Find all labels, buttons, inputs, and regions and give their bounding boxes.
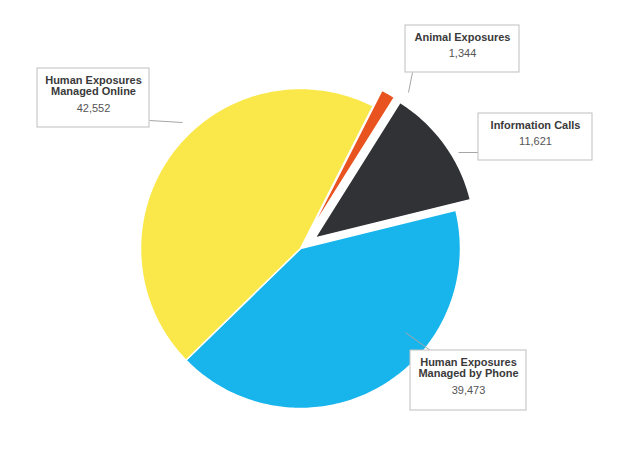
svg-text:Human ExposuresManaged by Phon: Human ExposuresManaged by Phone (418, 356, 518, 379)
svg-text:Information Calls: Information Calls (491, 119, 581, 131)
svg-text:11,621: 11,621 (519, 135, 552, 147)
svg-text:Animal Exposures: Animal Exposures (415, 31, 511, 43)
svg-text:42,552: 42,552 (77, 102, 111, 114)
svg-text:1,344: 1,344 (449, 47, 477, 59)
svg-text:Human ExposuresManaged Online: Human ExposuresManaged Online (45, 74, 142, 97)
svg-text:39,473: 39,473 (452, 384, 486, 396)
